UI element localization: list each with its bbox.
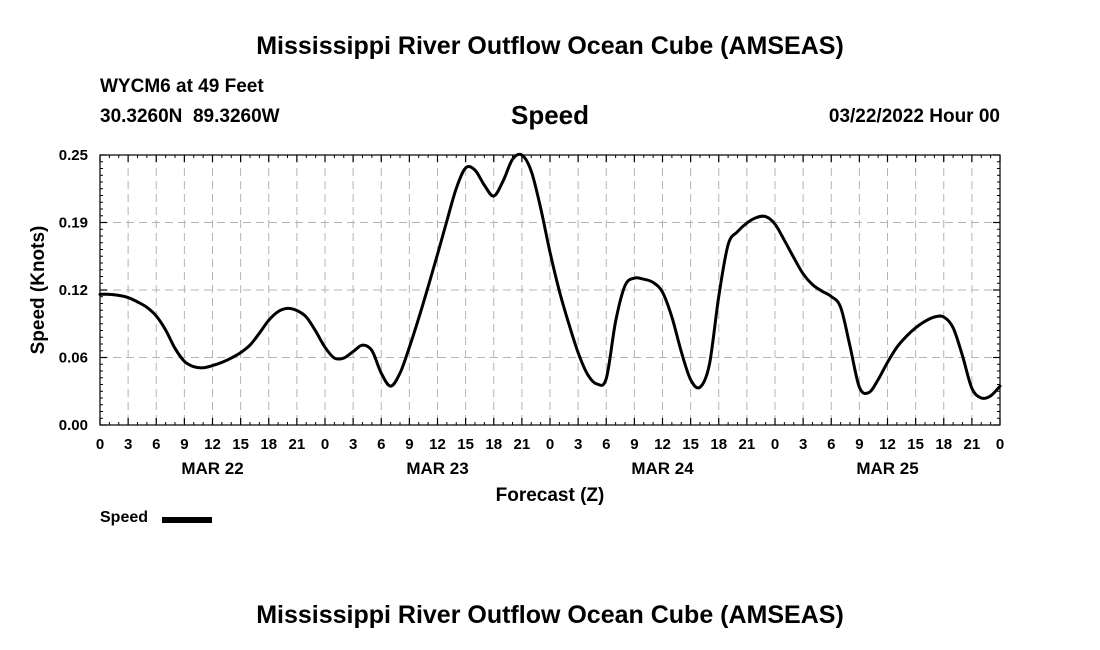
x-tick-label: 9	[405, 436, 413, 453]
y-axis-label: Speed (Knots)	[28, 226, 49, 355]
x-tick-label: 15	[232, 436, 249, 453]
x-tick-label: 3	[574, 436, 582, 453]
station-coordinates: 30.3260N 89.3260W	[100, 106, 280, 127]
y-tick-label: 0.06	[59, 350, 88, 367]
x-tick-label: 0	[96, 436, 104, 453]
x-tick-label: 18	[935, 436, 952, 453]
x-tick-label: 21	[289, 436, 306, 453]
x-tick-label: 0	[996, 436, 1004, 453]
y-tick-label: 0.19	[59, 215, 88, 232]
forecast-date: 03/22/2022 Hour 00	[828, 106, 1000, 127]
x-tick-label: 6	[152, 436, 160, 453]
x-axis-label: Forecast (Z)	[496, 485, 605, 506]
x-tick-label: 12	[204, 436, 221, 453]
speed-series-line	[98, 152, 1002, 400]
day-label: MAR 23	[406, 459, 468, 478]
legend-label: Speed	[100, 509, 149, 526]
x-tick-label: 0	[546, 436, 554, 453]
x-tick-label: 9	[855, 436, 863, 453]
footer-title: Mississippi River Outflow Ocean Cube (AM…	[256, 601, 844, 629]
x-tick-label: 3	[799, 436, 807, 453]
x-tick-label: 15	[682, 436, 699, 453]
axis-tick-labels: 0 3 6 9 12 15 18 21 0 3 6 9 12 15 18 21 0 3 6 9 12 15 18 21 0 3 6 9…	[59, 147, 1004, 478]
x-tick-label: 15	[907, 436, 924, 453]
x-tick-label: 0	[321, 436, 329, 453]
x-tick-label: 0	[771, 436, 779, 453]
y-tick-label: 0.12	[59, 282, 88, 299]
x-tick-label: 21	[964, 436, 981, 453]
x-tick-label: 3	[124, 436, 132, 453]
x-tick-label: 18	[260, 436, 277, 453]
x-tick-label: 3	[349, 436, 357, 453]
y-tick-label: 0.25	[59, 147, 88, 164]
x-tick-label: 21	[739, 436, 756, 453]
x-tick-label: 21	[514, 436, 531, 453]
station-name-depth: WYCM6 at 49 Feet	[100, 76, 264, 97]
y-tick-label: 0.00	[59, 417, 88, 434]
parameter-title: Speed	[510, 100, 590, 130]
day-label: MAR 24	[631, 459, 694, 478]
x-tick-label: 9	[630, 436, 638, 453]
x-tick-label: 6	[377, 436, 385, 453]
x-tick-label: 12	[879, 436, 896, 453]
day-label: MAR 22	[181, 459, 243, 478]
axis-ticks	[99, 154, 1001, 426]
legend-swatch	[162, 517, 212, 523]
x-tick-label: 9	[180, 436, 188, 453]
page-title: Mississippi River Outflow Ocean Cube (AM…	[256, 32, 844, 60]
x-tick-label: 6	[602, 436, 610, 453]
x-tick-label: 18	[485, 436, 502, 453]
x-tick-label: 15	[457, 436, 474, 453]
grid-lines	[100, 155, 1000, 425]
x-tick-label: 6	[827, 436, 835, 453]
x-tick-label: 18	[710, 436, 727, 453]
x-tick-label: 12	[429, 436, 446, 453]
day-label: MAR 25	[856, 459, 918, 478]
x-tick-label: 12	[654, 436, 671, 453]
